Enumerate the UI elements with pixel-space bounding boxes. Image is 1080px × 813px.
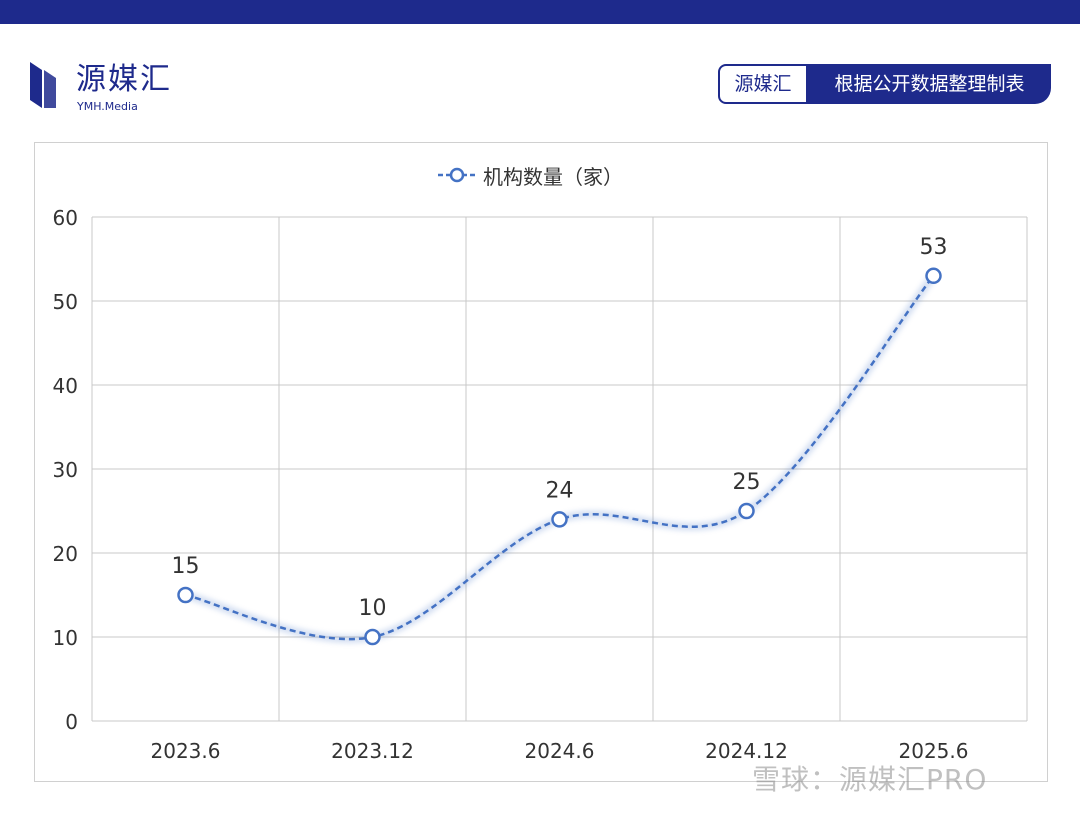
- legend-line-marker-icon: [438, 167, 476, 183]
- y-tick-label: 50: [53, 290, 78, 314]
- data-point-center: [931, 273, 936, 279]
- brand-subtitle: YMH.Media: [77, 100, 138, 113]
- data-label: 10: [359, 596, 387, 621]
- x-tick-label: 2023.6: [151, 739, 221, 763]
- data-label: 15: [172, 554, 200, 579]
- legend-label: 机构数量（家）: [483, 164, 623, 189]
- y-tick-label: 10: [53, 626, 78, 650]
- series-line: [185, 275, 935, 641]
- watermark: 雪球：源媒汇PRO: [752, 763, 988, 796]
- source-tag-brand: 源媒汇: [718, 64, 808, 104]
- x-tick-label: 2023.12: [331, 739, 414, 763]
- y-tick-label: 30: [53, 458, 78, 482]
- data-point-center: [744, 508, 749, 514]
- x-tick-label: 2025.6: [899, 739, 969, 763]
- data-label: 24: [546, 478, 574, 503]
- source-tag-note: 根据公开数据整理制表: [808, 64, 1051, 104]
- series-line-glow: [184, 273, 937, 643]
- chart-legend: 机构数量（家）: [437, 160, 623, 190]
- y-tick-label: 20: [53, 542, 78, 566]
- source-tag: 源媒汇 根据公开数据整理制表: [718, 64, 1051, 108]
- brand-logo: 源媒汇 YMH.Media: [30, 60, 180, 116]
- x-tick-label: 2024.6: [525, 739, 595, 763]
- data-label: 25: [733, 470, 761, 495]
- y-tick-label: 40: [53, 374, 78, 398]
- brand-name: 源媒汇: [76, 62, 172, 97]
- data-label: 53: [920, 235, 948, 260]
- data-point-center: [183, 592, 188, 598]
- data-point-center: [370, 634, 375, 640]
- y-tick-label: 0: [65, 710, 78, 734]
- chart-frame: [34, 142, 1048, 782]
- brand-mark-icon: [30, 62, 56, 108]
- y-tick-label: 60: [53, 206, 78, 230]
- data-point-center: [557, 516, 562, 522]
- x-tick-label: 2024.12: [705, 739, 788, 763]
- top-bar: [0, 0, 1080, 24]
